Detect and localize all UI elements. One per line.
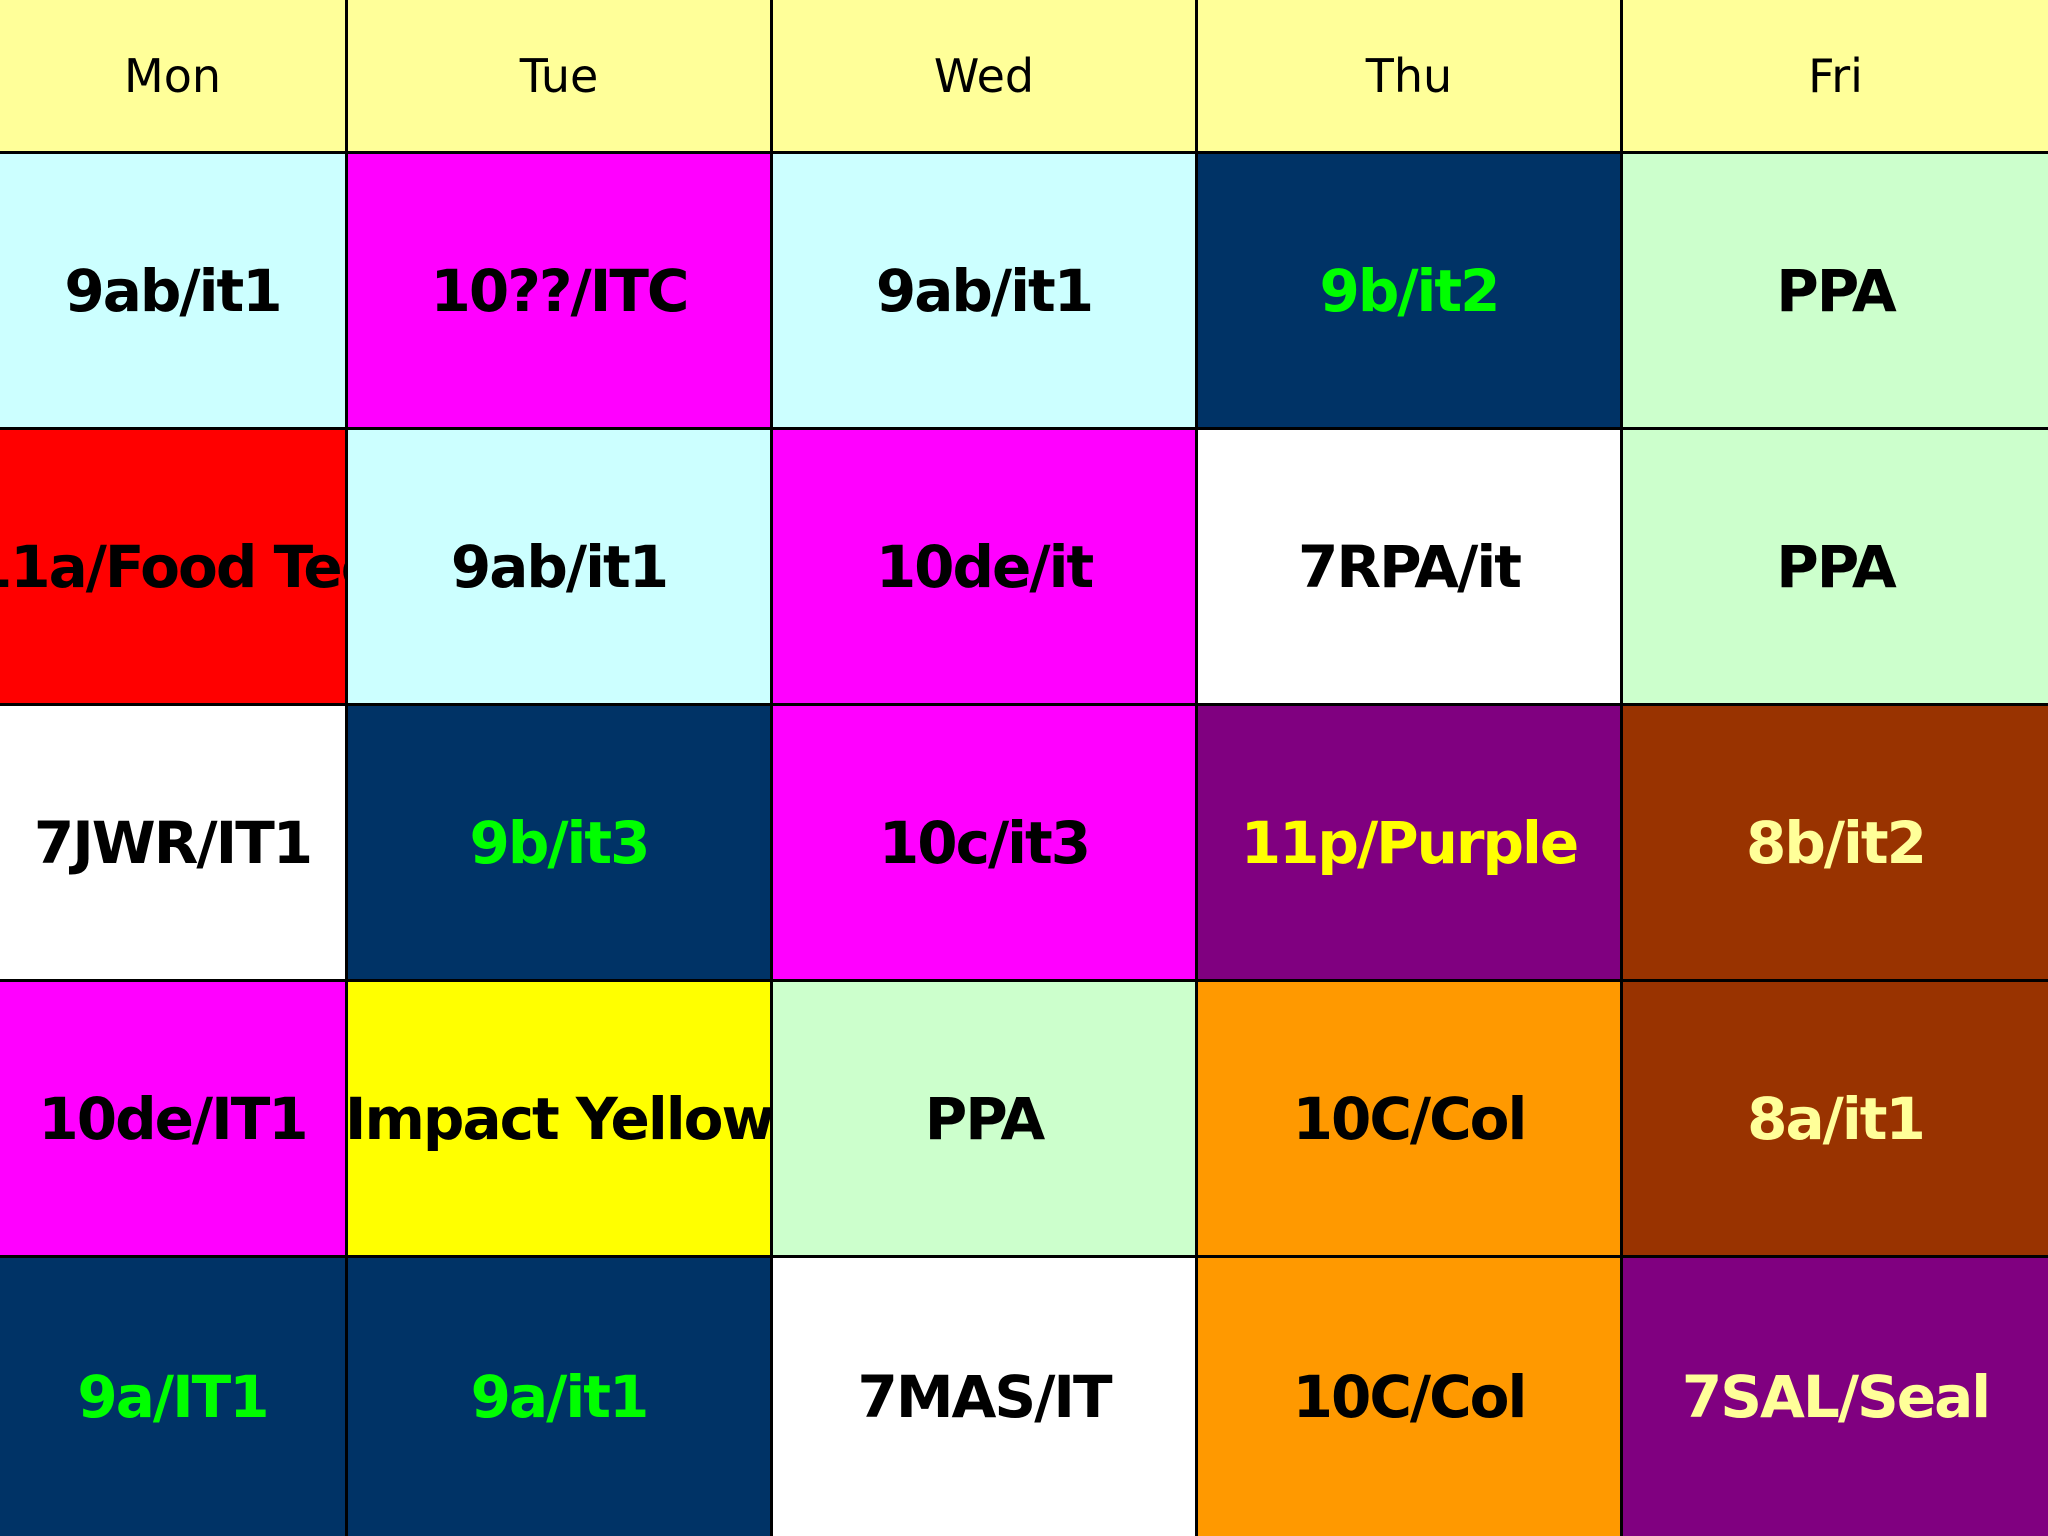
lesson-cell[interactable]: 9a/IT1 <box>0 1258 348 1536</box>
lesson-cell[interactable]: 9ab/it1 <box>348 430 773 706</box>
day-header-tue: Tue <box>348 0 773 154</box>
lesson-cell[interactable]: 11a/Food Tec <box>0 430 348 706</box>
lesson-cell[interactable]: 9ab/it1 <box>773 154 1198 430</box>
lesson-cell[interactable]: 7MAS/IT <box>773 1258 1198 1536</box>
day-header-thu: Thu <box>1198 0 1623 154</box>
lesson-cell[interactable]: 7RPA/it <box>1198 430 1623 706</box>
lesson-cell[interactable]: 10C/Col <box>1198 1258 1623 1536</box>
lesson-cell[interactable]: 10c/it3 <box>773 706 1198 982</box>
lesson-cell[interactable]: 10C/Col <box>1198 982 1623 1258</box>
lesson-cell[interactable]: PPA <box>773 982 1198 1258</box>
lesson-cell[interactable]: 9b/it2 <box>1198 154 1623 430</box>
lesson-cell[interactable]: 9a/it1 <box>348 1258 773 1536</box>
lesson-cell[interactable]: 9ab/it1 <box>0 154 348 430</box>
lesson-cell[interactable]: 8a/it1 <box>1623 982 2048 1258</box>
lesson-cell[interactable]: 7JWR/IT1 <box>0 706 348 982</box>
day-header-wed: Wed <box>773 0 1198 154</box>
lesson-cell[interactable]: 10de/it <box>773 430 1198 706</box>
day-header-mon: Mon <box>0 0 348 154</box>
lesson-cell[interactable]: Impact Yellow <box>348 982 773 1258</box>
lesson-cell[interactable]: PPA <box>1623 154 2048 430</box>
lesson-cell[interactable]: 9b/it3 <box>348 706 773 982</box>
day-header-fri: Fri <box>1623 0 2048 154</box>
lesson-cell[interactable]: 7SAL/Seal <box>1623 1258 2048 1536</box>
lesson-cell[interactable]: PPA <box>1623 430 2048 706</box>
lesson-cell[interactable]: 10??/ITC <box>348 154 773 430</box>
lesson-cell[interactable]: 11p/Purple <box>1198 706 1623 982</box>
lesson-cell[interactable]: 8b/it2 <box>1623 706 2048 982</box>
lesson-cell[interactable]: 10de/IT1 <box>0 982 348 1258</box>
